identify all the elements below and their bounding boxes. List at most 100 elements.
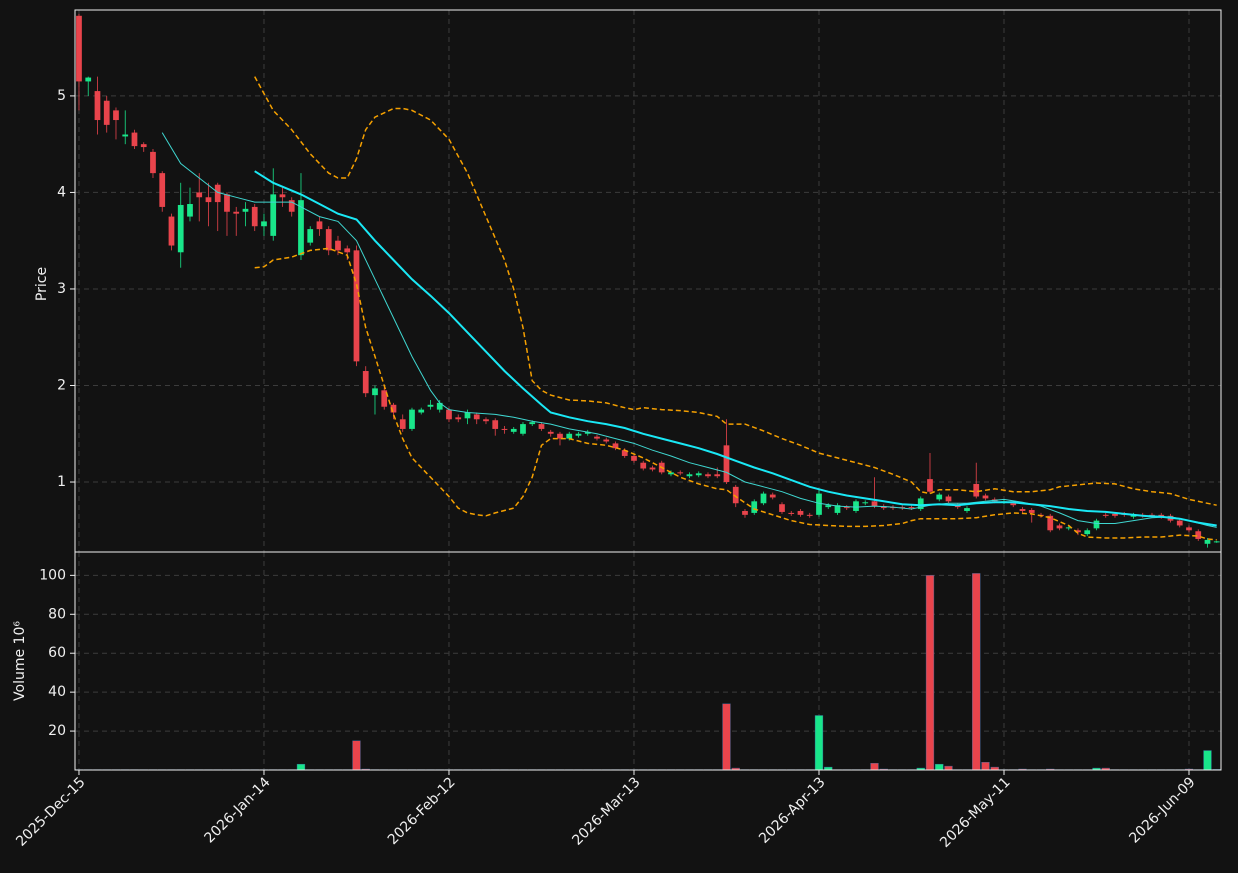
volume-bar — [296, 763, 306, 771]
candle-body — [575, 433, 582, 436]
volume-bar — [981, 762, 990, 771]
volume-bar — [935, 763, 944, 771]
candle-body — [94, 91, 101, 121]
candle-body — [344, 248, 351, 253]
candle-body — [621, 450, 628, 456]
y-tick-label: 4 — [57, 184, 66, 200]
candle-body — [732, 486, 739, 504]
candle-body — [1213, 541, 1220, 543]
candle-body — [288, 200, 295, 212]
candle-body — [261, 221, 267, 227]
candle-body — [890, 507, 896, 509]
candle-body — [603, 439, 610, 442]
candle-body — [594, 436, 600, 439]
candle-body — [1075, 530, 1081, 533]
candle-body — [806, 514, 813, 516]
candle-body — [1102, 514, 1109, 516]
candle-body — [945, 496, 952, 502]
candle-body — [325, 229, 332, 251]
candle-body — [529, 422, 536, 425]
candle-body — [353, 250, 360, 362]
candle-body — [723, 445, 730, 483]
candle-body — [177, 204, 184, 253]
volume-bar — [722, 703, 731, 771]
volume-bar — [972, 573, 981, 771]
overlay-line — [254, 170, 1217, 527]
candle-body — [168, 216, 175, 246]
y-axis-label: Price — [34, 267, 50, 301]
candle-body — [1112, 513, 1118, 516]
candle-body — [464, 412, 471, 419]
candle-body — [307, 229, 314, 243]
candle-body — [335, 240, 341, 251]
candle-body — [557, 433, 563, 439]
candle-body — [131, 132, 138, 147]
candle-body — [418, 409, 425, 413]
candle-body — [1176, 520, 1183, 526]
candle-body — [1047, 515, 1054, 531]
candle-body — [187, 204, 193, 217]
candle-body — [76, 15, 82, 82]
candle-body — [390, 404, 397, 413]
candle-body — [427, 404, 434, 407]
candle-body — [677, 472, 684, 474]
y-tick-label: 60 — [48, 645, 66, 661]
candle-body — [103, 100, 110, 125]
candle-body — [1093, 520, 1100, 529]
candle-body — [196, 192, 203, 198]
candle-body — [862, 502, 869, 504]
candle-body — [1195, 531, 1202, 539]
candle-body — [751, 501, 758, 513]
y-tick-label: 80 — [48, 606, 66, 622]
candle-body — [140, 144, 147, 148]
y-tick-label: 2 — [57, 377, 66, 393]
candle-body — [779, 504, 785, 512]
y-tick-label: 40 — [48, 684, 66, 700]
candle-body — [1010, 503, 1017, 506]
candle-body — [224, 194, 230, 212]
candle-body — [1056, 525, 1063, 529]
candle-body — [150, 151, 156, 174]
candle-body — [788, 512, 795, 514]
candle-body — [122, 134, 129, 137]
candle-body — [695, 473, 702, 476]
candle-body — [973, 483, 980, 497]
candle-body — [917, 498, 924, 510]
candle-body — [649, 467, 656, 470]
candle-body — [1186, 527, 1192, 531]
candle-body — [233, 211, 240, 214]
candle-body — [853, 501, 859, 511]
candle-body — [436, 402, 443, 410]
y-tick-label: 1 — [57, 474, 66, 490]
candle-body — [242, 208, 249, 212]
candle-body — [492, 420, 499, 429]
candle-body — [446, 409, 452, 420]
candle-body — [640, 462, 647, 469]
candle-body — [251, 206, 258, 227]
candle-body — [760, 493, 767, 504]
candle-body — [279, 194, 286, 198]
candle-body — [270, 194, 277, 236]
candle-body — [871, 501, 878, 507]
candle-body — [714, 474, 721, 477]
candle-body — [769, 494, 776, 498]
candle-body — [668, 472, 674, 475]
candle-body — [214, 184, 221, 203]
candle-body — [473, 414, 480, 420]
candle-body — [372, 388, 378, 396]
candle-body — [927, 479, 933, 492]
candle-body — [936, 494, 943, 500]
volume-bar — [1203, 750, 1212, 771]
candle-body — [298, 200, 304, 256]
y-tick-label: 3 — [57, 281, 66, 297]
volume-bar — [352, 740, 361, 771]
candle-body — [584, 431, 591, 434]
candle-body — [705, 474, 711, 477]
candle-body — [510, 428, 517, 432]
candle-body — [816, 493, 822, 515]
candle-body — [686, 474, 693, 477]
volume-bar — [870, 762, 879, 771]
